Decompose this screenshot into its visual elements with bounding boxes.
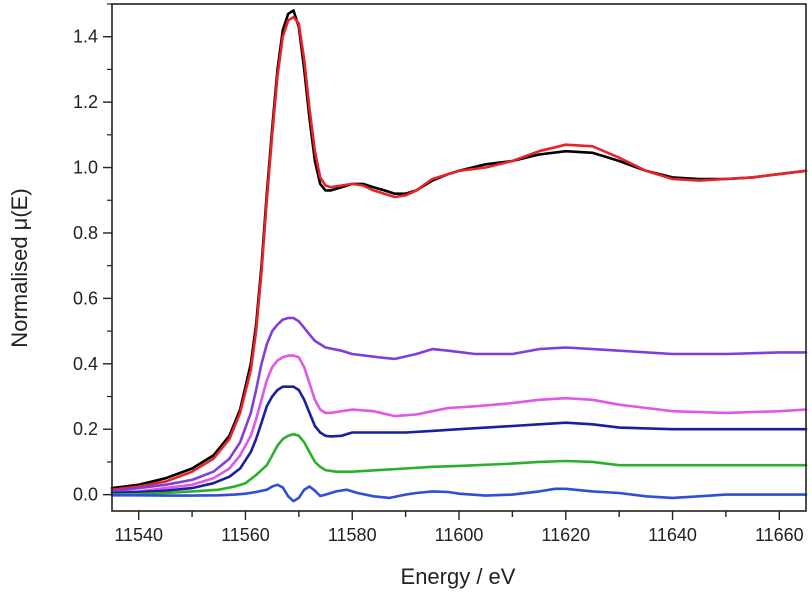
- plot-frame: [111, 3, 807, 512]
- x-tick-label: 11640: [648, 525, 697, 545]
- series-line-1: [110, 9, 808, 490]
- y-tick-label: 0.8: [73, 223, 98, 243]
- x-tick-label: 11620: [541, 525, 590, 545]
- y-tick-label: 1.2: [73, 92, 98, 112]
- series-layer: [110, 9, 808, 503]
- series-line-4: [110, 354, 808, 495]
- series-line-6: [110, 432, 808, 496]
- y-tick-label: 0.4: [73, 354, 98, 374]
- series-line-3: [110, 316, 808, 493]
- axes-layer: 11540 11560 11580 11600 11620 11640 11660 0.0 0.…: [73, 3, 807, 545]
- y-tick-label: 0.6: [73, 288, 98, 308]
- series-line-7: [110, 483, 808, 503]
- y-tick-label: 1.0: [73, 158, 98, 178]
- x-tick-label: 11600: [435, 525, 484, 545]
- x-tick-label: 11560: [221, 525, 270, 545]
- x-tick-label: 11660: [755, 525, 804, 545]
- y-tick-label: 1.4: [73, 27, 98, 47]
- y-axis-title: Normalised μ(E): [7, 188, 32, 347]
- x-tick-label: 11540: [114, 525, 163, 545]
- y-tick-label: 0.2: [73, 419, 98, 439]
- x-tick-label: 11580: [328, 525, 377, 545]
- x-axis-title: Energy / eV: [401, 564, 516, 589]
- series-line-2: [110, 15, 808, 491]
- series-line-5: [110, 385, 808, 495]
- y-tick-label: 0.0: [73, 485, 98, 505]
